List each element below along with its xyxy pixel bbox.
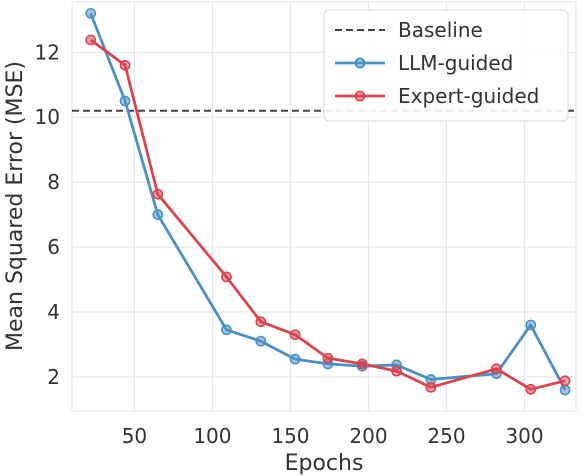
legend-label-baseline: Baseline	[398, 18, 483, 42]
expert-guided-data-point	[391, 365, 402, 377]
llm-guided-data-point	[152, 209, 164, 221]
expert-guided-data-point	[491, 363, 502, 375]
expert-guided-data-point	[85, 34, 97, 46]
y-axis-label: Mean Squared Error (MSE)	[3, 61, 28, 351]
y-tick-label: 2	[47, 365, 60, 389]
legend-box	[323, 9, 569, 122]
x-tick-label: 250	[427, 424, 465, 448]
y-tick-label: 6	[47, 235, 60, 259]
legend-label-expert-guided: Expert-guided	[398, 84, 539, 108]
legend: Baseline LLM-guided Expert-guided	[323, 9, 569, 122]
expert-guided-data-point	[221, 271, 232, 283]
expert-guided-data-point	[559, 375, 571, 387]
y-tick-label: 4	[47, 300, 60, 324]
x-tick-label: 100	[193, 424, 231, 448]
x-tick-label: 200	[349, 424, 387, 448]
expert-guided-data-point	[322, 352, 334, 364]
expert-guided-data-point	[152, 188, 164, 200]
llm-guided-data-point	[119, 95, 131, 107]
expert-guided-data-point	[525, 383, 537, 395]
expert-guided-data-point	[356, 358, 368, 370]
tick-labels: 50 100 150 200 250 300 2 4 6 8 10 12	[35, 40, 544, 448]
legend-marker-expert-guided	[354, 90, 366, 102]
plot-frame	[71, 1, 577, 412]
expert-guided-data-point	[255, 316, 267, 328]
y-tick-label: 10	[35, 105, 60, 129]
llm-guided-data-point	[559, 384, 571, 396]
x-tick-label: 150	[271, 424, 309, 448]
x-tick-label: 300	[505, 424, 543, 448]
llm-guided-data-point	[289, 353, 301, 365]
expert-guided-data-point	[425, 381, 437, 393]
llm-guided-data-point	[221, 324, 232, 336]
x-axis-label: Epochs	[285, 451, 364, 476]
legend-label-llm-guided: LLM-guided	[398, 51, 513, 75]
y-tick-label: 8	[47, 170, 60, 194]
expert-guided-data-point	[289, 329, 301, 341]
x-tick-label: 50	[122, 424, 147, 448]
llm-guided-data-point	[525, 319, 537, 331]
expert-guided-data-point	[119, 59, 131, 71]
y-tick-label: 12	[35, 40, 60, 64]
legend-marker-llm-guided	[354, 57, 366, 69]
llm-guided-data-point	[255, 335, 267, 347]
llm-guided-data-point	[85, 7, 97, 19]
